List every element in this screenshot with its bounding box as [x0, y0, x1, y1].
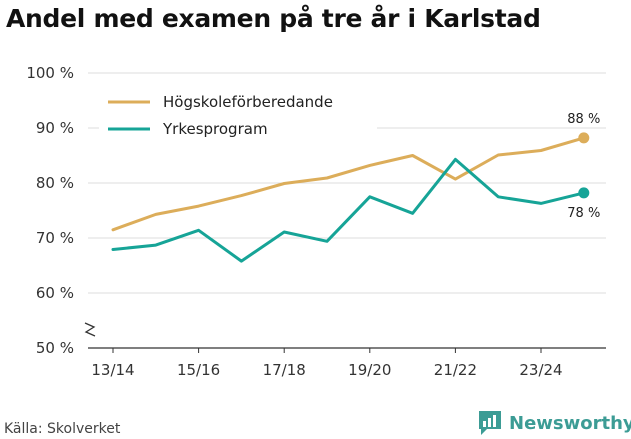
- y-tick-label: 70 %: [36, 229, 74, 247]
- series-line: [111, 136, 586, 232]
- axes: 50 % 60 % 70 % 80 % 90 % 100 % 13/14 15/16 17/18…: [26, 64, 606, 379]
- newsworthy-logo-icon: [479, 411, 501, 435]
- brand-name: Newsworthy: [509, 412, 631, 434]
- y-tick-label: 90 %: [36, 119, 74, 137]
- x-tick-label: 17/18: [263, 361, 306, 379]
- series-end-label: 78 %: [567, 206, 600, 221]
- series-line: [111, 157, 586, 263]
- y-tick-label: 50 %: [36, 339, 74, 357]
- legend-label: Yrkesprogram: [162, 120, 268, 138]
- series-end-label: 88 %: [567, 112, 600, 127]
- series-end-marker: [578, 187, 590, 199]
- y-tick-label: 60 %: [36, 284, 74, 302]
- y-tick-label: 100 %: [26, 64, 74, 82]
- series-lines: 88 % 78 %: [111, 112, 600, 263]
- y-tick-label: 80 %: [36, 174, 74, 192]
- x-tick-label: 13/14: [91, 361, 134, 379]
- chart-title: Andel med examen på tre år i Karlstad: [6, 4, 541, 33]
- legend-label: Högskoleförberedande: [163, 93, 333, 111]
- source-note: Källa: Skolverket: [4, 421, 121, 437]
- x-tick-label: 15/16: [177, 361, 220, 379]
- newsworthy-brand[interactable]: Newsworthy: [477, 408, 631, 438]
- legend: Högskoleförberedande Yrkesprogram: [99, 88, 377, 150]
- series-end-marker: [578, 132, 590, 144]
- x-tick-label: 23/24: [519, 361, 562, 379]
- legend-background: [99, 88, 377, 150]
- x-tick-label: 21/22: [434, 361, 477, 379]
- axis-break-icon: [84, 322, 96, 337]
- x-tick-label: 19/20: [348, 361, 391, 379]
